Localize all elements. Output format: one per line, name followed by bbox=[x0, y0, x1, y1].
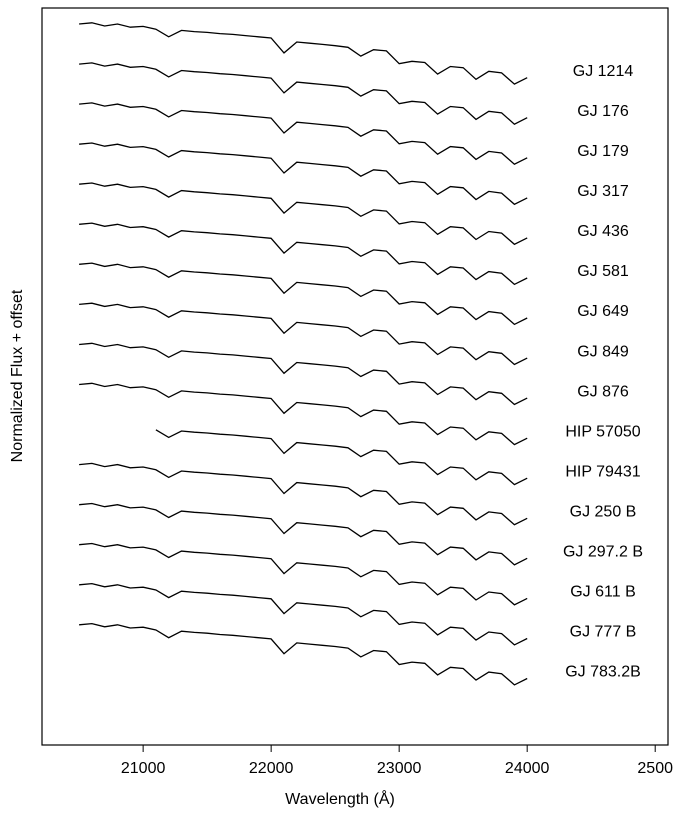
x-axis-label: Wavelength (Å) bbox=[285, 789, 395, 808]
series-label: GJ 179 bbox=[577, 143, 629, 160]
spectrum-line bbox=[79, 462, 528, 526]
series-label: GJ 436 bbox=[577, 223, 629, 240]
series-label: GJ 876 bbox=[577, 383, 629, 400]
plot-frame bbox=[41, 7, 669, 746]
spectrum-line bbox=[79, 102, 528, 165]
x-tick-label: 2500 bbox=[637, 760, 673, 777]
series-label: GJ 297.2 B bbox=[563, 544, 643, 561]
series-label: GJ 783.2B bbox=[565, 664, 641, 681]
spectrum-line bbox=[79, 62, 528, 125]
series-label: GJ 777 B bbox=[570, 624, 637, 641]
spectrum-line bbox=[79, 342, 528, 406]
spectrum-line bbox=[79, 262, 528, 326]
y-axis-label: Normalized Flux + offset bbox=[9, 289, 26, 462]
x-tick-label: 23000 bbox=[377, 760, 422, 777]
spectrum-line bbox=[155, 429, 528, 486]
spectrum-line bbox=[79, 502, 528, 566]
series-label: GJ 317 bbox=[577, 183, 629, 200]
spectrum-line bbox=[79, 582, 528, 646]
spectrum-line bbox=[79, 142, 528, 206]
series-label: HIP 79431 bbox=[565, 463, 640, 480]
series-label: GJ 849 bbox=[577, 343, 629, 360]
spectrum-line bbox=[79, 622, 528, 686]
spectrum-line bbox=[79, 222, 528, 286]
series-label: GJ 581 bbox=[577, 263, 629, 280]
spectrum-line bbox=[79, 22, 528, 85]
series-label: GJ 176 bbox=[577, 103, 629, 120]
spectrum-line bbox=[79, 302, 528, 366]
x-tick-label: 22000 bbox=[249, 760, 294, 777]
spectrum-line bbox=[79, 542, 528, 606]
series-label: GJ 250 B bbox=[570, 504, 637, 521]
series-label: GJ 649 bbox=[577, 303, 629, 320]
series-label: GJ 611 B bbox=[570, 584, 636, 601]
x-tick-label: 21000 bbox=[121, 760, 166, 777]
series-label: GJ 1214 bbox=[573, 63, 634, 80]
x-tick-label: 24000 bbox=[505, 760, 550, 777]
spectrum-line bbox=[79, 182, 528, 246]
series-label: HIP 57050 bbox=[565, 423, 640, 440]
spectrum-line bbox=[79, 382, 528, 446]
